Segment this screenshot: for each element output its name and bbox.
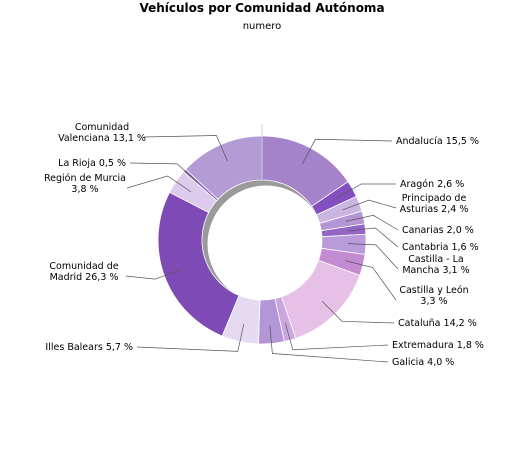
chart-title: Vehículos por Comunidad Autónoma <box>139 1 384 15</box>
leader-line <box>126 175 192 193</box>
slice-label: Castilla y León 3,3 % <box>399 285 468 307</box>
slice-label: Andalucía 15,5 % <box>396 136 479 147</box>
slice-label: Canarias 2,0 % <box>402 225 474 236</box>
leader-line <box>347 227 399 248</box>
leader-lines <box>125 124 399 363</box>
leader-line <box>347 243 399 270</box>
slice-label: Extremadura 1,8 % <box>392 340 484 351</box>
leader-line <box>345 260 397 301</box>
slice-label: Región de Murcia 3,8 % <box>44 173 126 195</box>
leader-line <box>284 322 389 351</box>
leader-line <box>136 323 245 352</box>
donut-slice <box>280 259 361 339</box>
slice-label: Comunidad Valenciana 13,1 % <box>58 122 146 144</box>
slice-labels: Andalucía 15,5 % Aragón 2,6 % Principado d… <box>44 122 484 368</box>
leader-line <box>301 138 393 165</box>
donut-slice <box>157 191 240 337</box>
donut-slices <box>157 135 367 345</box>
slice-label: Castilla - La Mancha 3,1 % <box>402 254 469 276</box>
leader-line <box>269 325 389 363</box>
slice-label: Aragón 2,6 % <box>400 179 464 190</box>
leader-line <box>342 199 397 211</box>
leader-line <box>322 301 395 324</box>
slice-label: Illes Balears 5,7 % <box>45 342 133 353</box>
slice-label: Comunidad de Madrid 26,3 % <box>49 261 118 283</box>
leader-line <box>336 183 397 199</box>
slice-label: Principado de Asturias 2,4 % <box>400 193 469 215</box>
slice-label: Galicia 4,0 % <box>392 357 454 368</box>
slice-label: Cataluña 14,2 % <box>398 318 477 329</box>
slice-label: Cantabria 1,6 % <box>402 242 479 253</box>
leader-line <box>129 162 199 183</box>
leader-line <box>143 135 228 162</box>
chart-subtitle: numero <box>243 21 282 32</box>
leader-line <box>345 214 399 231</box>
leader-line <box>125 269 182 280</box>
slice-label: La Rioja 0,5 % <box>58 158 126 169</box>
